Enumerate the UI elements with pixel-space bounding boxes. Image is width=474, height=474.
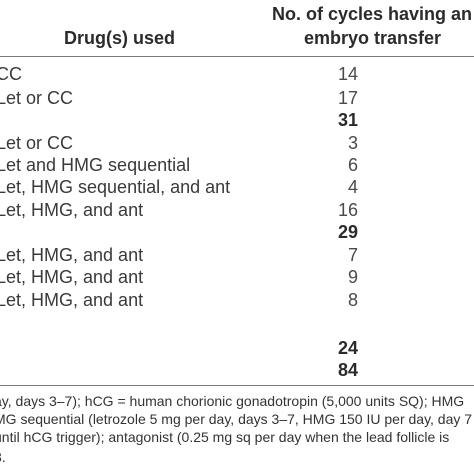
footnote-line: ay, days 3–7); hCG = human chorionic gon… — [0, 393, 465, 409]
table-row-drug: CC — [0, 64, 22, 84]
table-row-drug: Let, HMG, and ant — [0, 290, 144, 310]
column-header-cycles-line2: embryo transfer — [304, 28, 442, 48]
grand-total: 84 — [337, 360, 358, 380]
group-total: 29 — [337, 222, 358, 242]
footnote-line: until hCG trigger); antagonist (0.25 mg … — [0, 429, 450, 445]
table-row-count: 9 — [347, 267, 358, 287]
footer-rule — [0, 385, 474, 386]
table-row-drug: Let, HMG sequential, and ant — [0, 177, 231, 197]
table-row-count: 16 — [337, 200, 358, 220]
footnote-line: MG sequential (letrozole 5 mg per day, d… — [0, 411, 473, 427]
table-row-count: 3 — [347, 133, 358, 153]
column-header-cycles-line1: No. of cycles having an — [272, 4, 473, 24]
table-row-drug: Let or CC — [0, 133, 74, 153]
table-row-drug: Let, HMG, and ant — [0, 200, 144, 220]
group-total: 31 — [337, 110, 358, 130]
table-row-count: 4 — [347, 177, 358, 197]
table-row-count: 6 — [347, 155, 358, 175]
table-row-count: 7 — [347, 245, 358, 265]
table-row-drug: Let, HMG, and ant — [0, 245, 144, 265]
footnote-line: 3. — [0, 449, 6, 465]
group-total: 24 — [337, 338, 358, 358]
table-row-drug: Let or CC — [0, 88, 74, 108]
table-row-count: 14 — [337, 64, 358, 84]
column-header-drugs: Drug(s) used — [64, 28, 176, 48]
table-row-drug: Let and HMG sequential — [0, 155, 191, 175]
table-row-drug: Let, HMG, and ant — [0, 267, 144, 287]
table-row-count: 17 — [337, 88, 358, 108]
header-rule — [0, 56, 474, 57]
table-row-count: 8 — [347, 290, 358, 310]
